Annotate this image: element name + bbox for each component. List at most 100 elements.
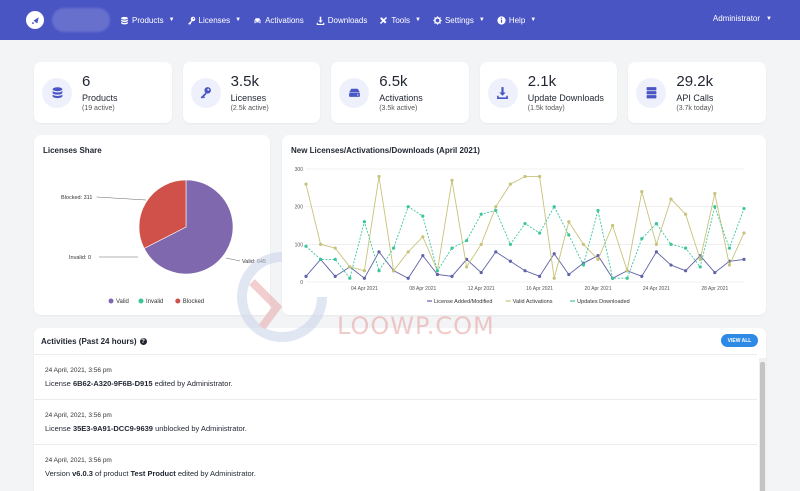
data-point[interactable]: [654, 222, 658, 226]
data-point[interactable]: [654, 242, 658, 246]
data-point[interactable]: [581, 263, 585, 267]
data-point[interactable]: [611, 276, 615, 280]
data-point[interactable]: [421, 254, 425, 258]
data-point[interactable]: [362, 269, 366, 273]
data-point[interactable]: [348, 265, 352, 269]
data-point[interactable]: [450, 178, 454, 182]
data-point[interactable]: [698, 257, 702, 261]
data-point[interactable]: [684, 212, 688, 216]
legend-label-series-1[interactable]: Valid Activations: [513, 299, 553, 305]
data-point[interactable]: [567, 220, 571, 224]
data-point[interactable]: [377, 250, 381, 254]
nav-downloads[interactable]: Downloads: [316, 16, 367, 25]
data-point[interactable]: [465, 265, 469, 269]
data-point[interactable]: [596, 208, 600, 213]
nav-help[interactable]: Help ▼: [497, 16, 536, 25]
rocket-logo-icon[interactable]: [26, 11, 44, 29]
data-point[interactable]: [567, 272, 571, 277]
data-point[interactable]: [450, 246, 454, 250]
data-point[interactable]: [479, 270, 483, 275]
stat-card-update-downloads[interactable]: 2.1k Update Downloads (1.5k today): [479, 62, 618, 123]
data-point[interactable]: [392, 269, 396, 273]
data-point[interactable]: [435, 272, 439, 277]
data-point[interactable]: [406, 205, 410, 209]
user-menu[interactable]: Administrator ▼: [713, 14, 772, 23]
data-point[interactable]: [713, 205, 717, 209]
help-icon[interactable]: ?: [139, 338, 147, 345]
stat-card-licenses[interactable]: 3.5k Licenses (2.5k active): [182, 62, 321, 123]
data-point[interactable]: [742, 257, 746, 261]
legend-label-invalid[interactable]: Invalid: [146, 299, 163, 305]
stat-card-products[interactable]: 6 Products (19 active): [34, 62, 172, 123]
data-point[interactable]: [523, 222, 527, 226]
legend-label-series-0[interactable]: License Added/Modified: [434, 299, 492, 305]
data-point[interactable]: [304, 182, 308, 186]
nav-tools[interactable]: Tools ▼: [379, 16, 421, 25]
data-point[interactable]: [319, 257, 323, 261]
data-point[interactable]: [538, 274, 542, 278]
data-point[interactable]: [596, 257, 600, 261]
stat-card-activations[interactable]: 6.5k Activations (3.5k active): [331, 62, 469, 123]
data-point[interactable]: [538, 174, 542, 179]
data-point[interactable]: [508, 259, 512, 263]
data-point[interactable]: [435, 269, 439, 273]
data-point[interactable]: [465, 238, 469, 243]
data-point[interactable]: [654, 250, 658, 254]
data-point[interactable]: [669, 197, 673, 201]
data-point[interactable]: [304, 274, 308, 278]
data-point[interactable]: [333, 274, 337, 278]
data-point[interactable]: [479, 212, 483, 216]
data-point[interactable]: [494, 250, 498, 254]
data-point[interactable]: [625, 269, 629, 273]
activities-scrollbar[interactable]: [759, 358, 766, 491]
data-point[interactable]: [362, 276, 366, 280]
data-point[interactable]: [333, 257, 337, 261]
data-point[interactable]: [362, 220, 366, 224]
data-point[interactable]: [538, 231, 542, 235]
data-point[interactable]: [581, 242, 585, 246]
data-point[interactable]: [304, 244, 308, 248]
stat-card-api-calls[interactable]: 29.2k API Calls (3.7k today): [628, 62, 766, 123]
data-point[interactable]: [508, 182, 512, 186]
nav-licenses[interactable]: Licenses ▼: [187, 16, 241, 25]
nav-settings[interactable]: Settings ▼: [433, 16, 485, 25]
data-point[interactable]: [479, 242, 483, 246]
legend-label-blocked[interactable]: Blocked: [183, 299, 204, 305]
data-point[interactable]: [552, 252, 556, 256]
data-point[interactable]: [494, 205, 498, 209]
nav-products[interactable]: Products ▼: [120, 16, 175, 25]
data-point[interactable]: [392, 246, 396, 250]
data-point[interactable]: [625, 276, 629, 280]
data-point[interactable]: [319, 242, 323, 246]
data-point[interactable]: [523, 269, 527, 273]
data-point[interactable]: [698, 265, 702, 269]
data-point[interactable]: [406, 276, 410, 280]
data-point[interactable]: [742, 206, 746, 211]
data-point[interactable]: [640, 274, 644, 278]
data-point[interactable]: [727, 246, 731, 250]
data-point[interactable]: [377, 174, 381, 179]
data-point[interactable]: [669, 263, 673, 267]
data-point[interactable]: [494, 208, 498, 213]
data-point[interactable]: [567, 233, 571, 237]
data-point[interactable]: [333, 246, 337, 250]
data-point[interactable]: [508, 242, 512, 246]
data-point[interactable]: [450, 274, 454, 278]
data-point[interactable]: [669, 242, 673, 246]
view-all-button[interactable]: VIEW ALL: [721, 334, 758, 347]
data-point[interactable]: [684, 269, 688, 273]
data-point[interactable]: [348, 276, 352, 280]
data-point[interactable]: [421, 214, 425, 218]
data-point[interactable]: [611, 223, 615, 228]
data-point[interactable]: [421, 235, 425, 239]
data-point[interactable]: [640, 237, 644, 241]
data-point[interactable]: [713, 191, 717, 196]
data-point[interactable]: [713, 270, 717, 275]
data-point[interactable]: [552, 205, 556, 209]
data-point[interactable]: [552, 276, 556, 280]
data-point[interactable]: [640, 190, 644, 194]
nav-activations[interactable]: Activations: [253, 16, 304, 25]
legend-label-series-2[interactable]: Updates Downloaded: [577, 299, 630, 305]
pie-slice-valid[interactable]: [143, 179, 234, 275]
data-point[interactable]: [406, 250, 410, 254]
